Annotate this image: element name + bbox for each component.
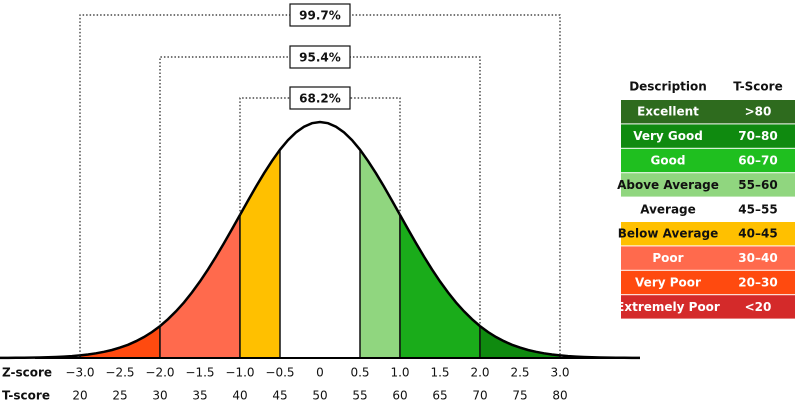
t-tick-label: 75 (512, 389, 527, 403)
t-tick-label: 35 (192, 389, 207, 403)
z-tick-label: 2.0 (470, 366, 489, 380)
row-t-score: >80 (745, 105, 772, 119)
t-tick-label: 55 (352, 389, 367, 403)
t-tick-label: 25 (112, 389, 127, 403)
row-t-score: 20–30 (738, 276, 777, 290)
row-t-score: 40–45 (738, 227, 777, 241)
table-row (621, 197, 795, 221)
table-row (621, 124, 795, 148)
row-t-score: <20 (745, 300, 772, 314)
bracket-label-box (289, 86, 351, 110)
z-tick-label: −0.5 (265, 366, 294, 380)
table-row (621, 222, 795, 246)
legend-table: Description T-Score Excellent >80 Very Good 7… (616, 80, 795, 319)
t-tick-label: 20 (72, 389, 87, 403)
table-row (621, 148, 795, 173)
bracket-label-box (289, 3, 351, 27)
table-row (621, 246, 795, 270)
bell-curve (0, 120, 640, 360)
t-tick-label: 45 (272, 389, 287, 403)
z-tick-label: 0 (316, 366, 324, 380)
table-row (621, 100, 795, 124)
z-tick-label: 3.0 (550, 366, 569, 380)
t-tick-label: 80 (552, 389, 567, 403)
row-t-score: 55–60 (738, 178, 777, 192)
table-header: Description (629, 80, 707, 94)
z-tick-label: −3.0 (65, 366, 94, 380)
row-description: Poor (652, 251, 683, 265)
region (80, 326, 160, 358)
z-tick-label: −1.0 (225, 366, 254, 380)
t-tick-label: 60 (392, 389, 407, 403)
table-header: T-Score (733, 80, 782, 94)
t-tick-label: 70 (472, 389, 487, 403)
row-description: Very Good (633, 129, 703, 143)
row-description: Excellent (637, 105, 699, 119)
z-tick-label: −2.0 (145, 366, 174, 380)
z-tick-label: −1.5 (185, 366, 214, 380)
region (480, 326, 560, 358)
z-tick-label: 1.5 (430, 366, 449, 380)
row-description: Below Average (618, 227, 718, 241)
t-tick-label: 30 (152, 389, 167, 403)
region (240, 149, 280, 358)
row-description: Very Poor (635, 276, 701, 290)
bracket (79, 14, 561, 356)
z-tick-label: 0.5 (350, 366, 369, 380)
row-description: Extremely Poor (616, 300, 720, 314)
t-axis-title: T-score (2, 389, 50, 403)
t-tick-label: 50 (312, 389, 327, 403)
table-row (621, 295, 795, 319)
bracket-label: 95.4% (299, 51, 341, 65)
z-tick-label: 2.5 (510, 366, 529, 380)
bracket-label: 68.2% (299, 92, 341, 106)
t-tick-label: 65 (432, 389, 447, 403)
table-row (621, 173, 795, 197)
table-row (621, 270, 795, 295)
t-tick-label: 40 (232, 389, 247, 403)
region (360, 149, 400, 358)
row-description: Above Average (617, 178, 719, 192)
bracket-label-box (289, 45, 351, 69)
row-t-score: 45–55 (738, 202, 777, 216)
row-description: Good (651, 154, 686, 168)
bracket-label: 99.7% (299, 9, 341, 23)
row-t-score: 30–40 (738, 251, 777, 265)
z-axis-title: Z-score (2, 366, 52, 380)
row-t-score: 60–70 (738, 154, 777, 168)
z-tick-label: −2.5 (105, 366, 134, 380)
row-description: Average (640, 202, 696, 216)
z-tick-label: 1.0 (390, 366, 409, 380)
row-t-score: 70–80 (738, 129, 777, 143)
